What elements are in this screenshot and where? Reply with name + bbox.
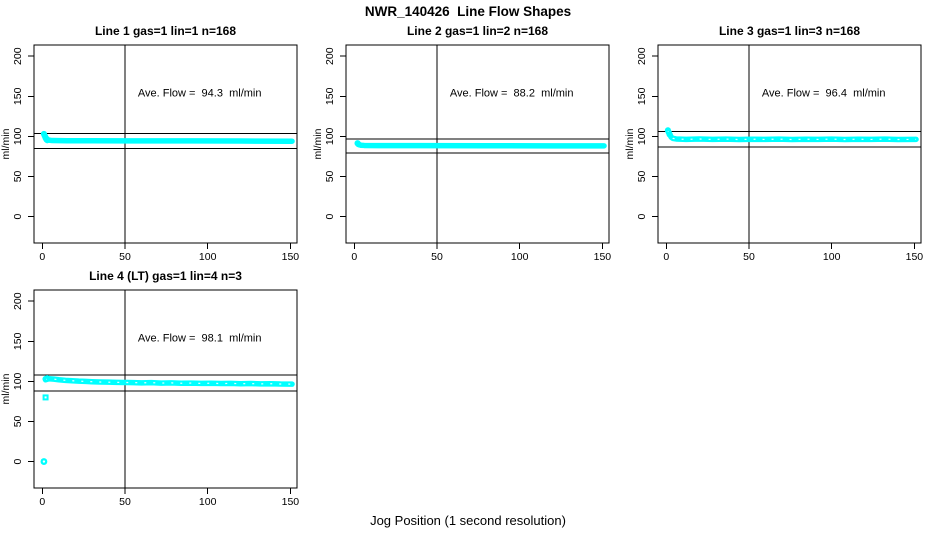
y-axis-tick-label: 50 (12, 170, 24, 182)
x-axis-tick-label: 100 (511, 251, 529, 263)
x-axis-tick-label: 100 (199, 496, 217, 508)
flow-band (665, 128, 919, 143)
x-axis-tick-label: 50 (119, 251, 131, 263)
ave-flow-annotation: Ave. Flow = 88.2 ml/min (450, 87, 574, 99)
y-axis-tick-label: 50 (636, 170, 648, 182)
ave-flow-annotation: Ave. Flow = 98.1 ml/min (138, 332, 262, 344)
y-axis-tick-label: 150 (12, 87, 24, 105)
y-axis-tick-label: 0 (12, 458, 24, 464)
y-axis-tick-label: 100 (636, 127, 648, 145)
ave-flow-annotation: Ave. Flow = 94.3 ml/min (138, 87, 262, 99)
panel-title: Line 1 gas=1 lin=1 n=168 (95, 24, 236, 38)
y-axis-tick-label: 100 (324, 127, 336, 145)
lead-point (666, 131, 673, 138)
lead-point (44, 137, 51, 144)
y-axis-tick-label: 50 (12, 415, 24, 427)
y-axis-title: ml/min (312, 128, 324, 159)
y-axis-tick-label: 200 (324, 47, 336, 65)
x-axis-tick-label: 100 (199, 251, 217, 263)
y-axis-title: ml/min (0, 128, 12, 159)
x-axis-tick-label: 50 (119, 496, 131, 508)
y-axis-tick-label: 150 (324, 87, 336, 105)
flow-band-speckle (667, 130, 917, 141)
x-axis-tick-label: 150 (282, 251, 300, 263)
x-axis-tick-label: 0 (351, 251, 357, 263)
y-axis-title: ml/min (0, 373, 12, 404)
y-axis-tick-label: 0 (12, 213, 24, 219)
y-axis-tick-label: 150 (12, 332, 24, 350)
plot-box (657, 44, 922, 244)
x-axis-tick-label: 50 (431, 251, 443, 263)
x-axis-tick-label: 0 (39, 496, 45, 508)
lead-point (44, 375, 51, 382)
ave-flow-annotation: Ave. Flow = 96.4 ml/min (762, 87, 886, 99)
y-axis-tick-label: 100 (12, 372, 24, 390)
flow-band (42, 375, 295, 387)
x-axis-tick-label: 150 (594, 251, 612, 263)
main-title: NWR_140426 Line Flow Shapes (364, 4, 572, 19)
panel-title: Line 3 gas=1 lin=3 n=168 (719, 24, 860, 38)
y-axis-tick-label: 100 (12, 127, 24, 145)
x-axis-tick-label: 150 (906, 251, 924, 263)
panel-4: 0 50 100 150 200 0 50 100 150 Line 4 (LT) gas=1 l… (0, 270, 300, 508)
outlier-point-dot (44, 396, 47, 399)
panel-1: 0 50 100 150 200 0 50 100 150 Line 1 gas=1 lin=1 … (0, 24, 300, 263)
flow-band (354, 140, 607, 149)
y-axis-tick-label: 0 (636, 213, 648, 219)
y-axis-tick-label: 50 (324, 170, 336, 182)
y-axis-tick-label: 200 (12, 47, 24, 65)
x-axis-tick-label: 0 (39, 251, 45, 263)
x-axis-tick-label: 100 (823, 251, 841, 263)
panel-title: Line 4 (LT) gas=1 lin=4 n=3 (89, 270, 242, 283)
panel-2: 0 50 100 150 200 0 50 100 150 Line 2 gas=1 lin=2 … (312, 24, 612, 263)
y-axis-title: ml/min (624, 128, 636, 159)
y-axis-tick-label: 200 (12, 292, 24, 310)
outlier-point-dot (42, 460, 46, 463)
lead-point (355, 141, 362, 148)
plot-box (33, 44, 298, 244)
y-axis-tick-label: 0 (324, 213, 336, 219)
y-axis-tick-label: 200 (636, 47, 648, 65)
panel-3: 0 50 100 150 200 0 50 100 150 Line 3 gas=1 lin=3 … (624, 24, 924, 263)
x-axis-tick-label: 50 (743, 251, 755, 263)
panel-title: Line 2 gas=1 lin=2 n=168 (407, 24, 548, 38)
y-axis-tick-label: 150 (636, 87, 648, 105)
plot-box (33, 289, 298, 489)
x-axis-tick-label: 0 (663, 251, 669, 263)
plot-box (345, 44, 610, 244)
x-axis-label: Jog Position (1 second resolution) (370, 513, 566, 528)
flow-band (41, 131, 295, 144)
x-axis-tick-label: 150 (282, 496, 300, 508)
